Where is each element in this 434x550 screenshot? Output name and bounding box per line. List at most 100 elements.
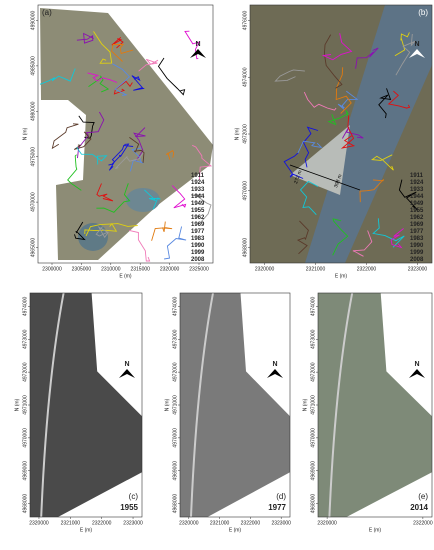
north-arrow xyxy=(409,49,425,58)
panel-year: 1955 xyxy=(120,503,138,512)
legend-entry: 1983 xyxy=(410,236,424,242)
shoreline xyxy=(378,88,419,211)
y-tick-label: 4969000 xyxy=(172,461,178,481)
annotation: 398 m xyxy=(333,174,343,189)
legend-entry: 1944 xyxy=(410,194,424,200)
shoreline xyxy=(342,47,379,139)
land xyxy=(40,8,213,260)
legend-entry: 1955 xyxy=(191,208,205,214)
x-tick-label: 2300000 xyxy=(42,266,62,272)
north-label: N xyxy=(414,361,419,368)
y-tick-label: 4971000 xyxy=(310,395,316,415)
x-axis-title: E (m) xyxy=(80,527,93,533)
y-tick-label: 4976000 xyxy=(242,11,248,31)
x-tick-label: 2320000 xyxy=(255,266,275,272)
shoreline xyxy=(327,110,349,256)
legend-entry: 1949 xyxy=(191,201,205,207)
y-tick-label: 4974000 xyxy=(22,296,28,316)
shoreline xyxy=(370,32,410,171)
legend-entry: 1999 xyxy=(410,250,424,256)
x-tick-label: 2320000 xyxy=(179,520,199,526)
north-label: N xyxy=(272,361,277,368)
x-tick-label: 2321000 xyxy=(61,520,81,526)
x-axis-title: E (m) xyxy=(335,273,348,279)
map-border xyxy=(37,4,214,264)
y-axis-title: N (m) xyxy=(234,127,240,140)
legend-entry: 1962 xyxy=(191,215,205,221)
legend-entry: 1962 xyxy=(410,215,424,221)
x-tick-label: 2320000 xyxy=(317,520,337,526)
legend-entry: 2008 xyxy=(410,257,424,263)
y-tick-label: 4972000 xyxy=(22,362,28,382)
x-tick-label: 2322000 xyxy=(241,520,261,526)
y-tick-label: 4971000 xyxy=(172,395,178,415)
legend-entry: 1911 xyxy=(191,173,205,179)
y-tick-label: 4969000 xyxy=(310,461,316,481)
y-tick-label: 4985000 xyxy=(30,56,36,76)
y-tick-label: 4990000 xyxy=(30,11,36,31)
legend-entry: 1990 xyxy=(410,243,424,249)
x-tick-label: 2310000 xyxy=(101,266,121,272)
shoreline xyxy=(299,180,405,248)
channel xyxy=(40,292,65,518)
x-tick-label: 2323000 xyxy=(271,520,291,526)
shoreline xyxy=(297,90,359,154)
panel-year: 2014 xyxy=(410,503,428,512)
legend-entry: 1983 xyxy=(191,236,205,242)
lagoon xyxy=(126,188,160,212)
north-arrow xyxy=(267,369,283,378)
y-tick-label: 4974000 xyxy=(242,67,248,87)
y-tick-label: 4974000 xyxy=(172,296,178,316)
x-axis-title: E (m) xyxy=(229,527,242,533)
legend-entry: 1944 xyxy=(191,194,205,200)
y-tick-label: 4974000 xyxy=(310,296,316,316)
x-tick-label: 2321000 xyxy=(306,266,326,272)
legend-entry: 1924 xyxy=(191,180,205,186)
x-tick-label: 2323000 xyxy=(408,266,428,272)
y-tick-label: 4973000 xyxy=(22,329,28,349)
shoreline xyxy=(67,75,131,213)
y-tick-label: 4970000 xyxy=(242,181,248,201)
legend-entry: 1955 xyxy=(410,208,424,214)
panel-label: (a) xyxy=(42,8,52,17)
y-tick-label: 4968000 xyxy=(310,494,316,514)
x-tick-label: 2315000 xyxy=(130,266,150,272)
panel-label: (c) xyxy=(129,492,139,501)
shoreline xyxy=(111,43,175,241)
annotation: 272 m xyxy=(293,170,303,185)
x-tick-label: 2322000 xyxy=(413,520,433,526)
channel xyxy=(328,292,354,518)
x-tick-label: 2323000 xyxy=(123,520,143,526)
legend-entry: 1977 xyxy=(191,229,205,235)
panel-label: (e) xyxy=(418,492,428,501)
shoreline xyxy=(129,58,213,262)
shoreline xyxy=(51,123,145,163)
x-axis-title: E (m) xyxy=(119,273,132,279)
y-tick-label: 4970000 xyxy=(30,192,36,212)
shoreline xyxy=(340,90,411,149)
bar xyxy=(290,125,350,195)
river xyxy=(305,5,432,263)
shoreline xyxy=(95,152,212,239)
north-arrow xyxy=(119,369,135,378)
shoreline xyxy=(283,126,319,179)
y-tick-label: 4970000 xyxy=(22,428,28,448)
north-arrow xyxy=(190,49,206,58)
legend-entry: 1949 xyxy=(410,201,424,207)
legend-entry: 1969 xyxy=(410,222,424,228)
y-tick-label: 4975000 xyxy=(30,147,36,167)
panel-label: (d) xyxy=(276,492,286,501)
land xyxy=(180,293,290,517)
legend-entry: 2008 xyxy=(191,257,205,263)
y-axis-title: N (m) xyxy=(164,398,170,411)
x-tick-label: 2322000 xyxy=(92,520,112,526)
land xyxy=(318,293,432,517)
x-axis-title: E (m) xyxy=(369,527,382,533)
x-tick-label: 2305000 xyxy=(72,266,92,272)
legend-entry: 1990 xyxy=(191,243,205,249)
y-tick-label: 4971000 xyxy=(22,395,28,415)
legend-entry: 1933 xyxy=(191,187,205,193)
legend-entry: 1933 xyxy=(410,187,424,193)
legend-entry: 1911 xyxy=(410,173,424,179)
